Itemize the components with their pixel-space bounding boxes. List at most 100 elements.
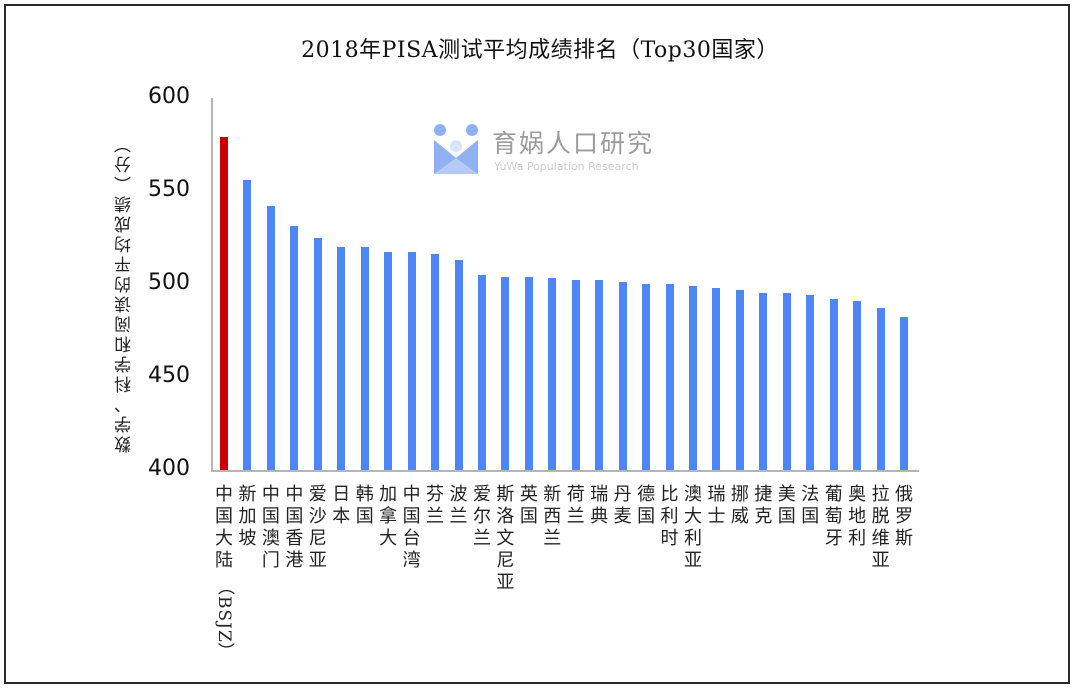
- watermark: 育娲人口研究 YuWa Population Research: [430, 122, 670, 182]
- x-tick-label: 拉脱维亚: [870, 484, 892, 572]
- bar: [853, 300, 862, 470]
- bar: [829, 298, 838, 470]
- y-tick-label: 500: [148, 270, 190, 295]
- x-tick-label: 中国大陆 （BSJZ）: [213, 484, 235, 661]
- bar: [290, 226, 299, 470]
- watermark-subtext: YuWa Population Research: [494, 160, 639, 173]
- x-tick-label-text: 拉脱维亚: [871, 484, 890, 571]
- x-tick-label-text: 英国: [519, 484, 538, 527]
- bar: [689, 285, 697, 470]
- x-tick-label-text: 比利时: [660, 484, 679, 549]
- bar: [337, 246, 346, 470]
- bar: [477, 274, 486, 470]
- y-tick-label: 600: [148, 84, 190, 109]
- bar: [735, 289, 744, 470]
- bar: [360, 246, 369, 470]
- x-tick-label: 荷兰: [565, 484, 587, 528]
- x-tick-label: 日本: [330, 484, 352, 528]
- bar: [266, 205, 275, 470]
- x-tick-label-text: 俄罗斯: [895, 484, 914, 549]
- bar: [712, 287, 721, 470]
- x-tick-label-text: 法国: [801, 484, 820, 527]
- x-tick-label-text: 加拿大: [379, 484, 398, 549]
- bar: [384, 252, 393, 470]
- bar: [876, 308, 885, 470]
- bar: [618, 282, 627, 470]
- bar: [571, 280, 580, 470]
- x-tick-label-text: 中国香港: [285, 484, 304, 571]
- x-tick-label-text: 美国: [777, 484, 796, 527]
- x-tick-label: 瑞典: [588, 484, 610, 528]
- x-tick-label: 丹麦: [612, 484, 634, 528]
- x-tick-label: 波兰: [448, 484, 470, 528]
- x-tick-label-text: 斯洛文尼亚: [496, 484, 515, 593]
- x-tick-label-subtext: （BSJZ）: [214, 578, 234, 661]
- x-tick-label-text: 芬兰: [426, 484, 445, 527]
- x-tick-label: 爱沙尼亚: [307, 484, 329, 572]
- x-tick-label-text: 澳大利亚: [684, 484, 702, 571]
- x-tick-label-text: 爱尔兰: [472, 484, 491, 549]
- bar: [759, 293, 768, 470]
- x-tick-label: 英国: [518, 484, 540, 528]
- y-axis-label: 数学、科学和阅读的平均成绩（分）: [115, 133, 135, 453]
- x-tick-label: 捷克: [752, 484, 774, 528]
- x-tick-label: 澳大利亚: [682, 484, 704, 572]
- x-tick-label: 美国: [776, 484, 798, 528]
- bar: [454, 259, 463, 470]
- bar: [220, 137, 228, 470]
- x-tick-label-text: 新加坡: [238, 484, 257, 549]
- x-tick-label: 新西兰: [541, 484, 563, 550]
- x-tick-label-text: 中国大陆: [215, 484, 233, 571]
- x-tick-label: 新加坡: [236, 484, 258, 550]
- chart-frame: [4, 4, 1070, 684]
- x-tick-label-text: 德国: [637, 484, 656, 527]
- x-tick-label: 中国台湾: [401, 484, 423, 572]
- bar: [313, 237, 322, 470]
- bar: [431, 254, 440, 470]
- bar: [524, 276, 533, 470]
- x-tick-label-text: 奥地利: [848, 484, 867, 549]
- bar: [407, 252, 416, 470]
- y-axis-line: [211, 98, 213, 471]
- bar: [900, 317, 909, 470]
- x-tick-label-text: 葡萄牙: [824, 484, 843, 549]
- x-tick-label: 瑞士: [705, 484, 727, 528]
- x-tick-label-text: 爱沙尼亚: [308, 484, 327, 571]
- x-tick-label: 德国: [635, 484, 657, 528]
- x-tick-label: 比利时: [659, 484, 681, 550]
- x-tick-label: 中国香港: [283, 484, 305, 572]
- x-tick-label: 俄罗斯: [893, 484, 915, 550]
- x-tick-label-text: 波兰: [449, 484, 468, 527]
- x-tick-label: 挪威: [729, 484, 751, 528]
- x-tick-label-text: 捷克: [754, 484, 773, 527]
- x-tick-label: 韩国: [354, 484, 376, 528]
- x-tick-label: 中国澳门: [260, 484, 282, 572]
- y-tick-label: 450: [148, 363, 190, 388]
- bar: [806, 295, 815, 470]
- x-tick-label: 爱尔兰: [471, 484, 493, 550]
- bar: [665, 284, 674, 470]
- bar: [501, 276, 510, 470]
- x-tick-label-text: 日本: [332, 484, 351, 527]
- x-tick-label: 葡萄牙: [823, 484, 845, 550]
- x-tick-label-text: 瑞士: [707, 484, 726, 527]
- x-tick-label: 芬兰: [424, 484, 446, 528]
- yuwa-logo-icon: [434, 124, 478, 174]
- x-tick-label-text: 丹麦: [613, 484, 632, 527]
- x-tick-label: 斯洛文尼亚: [494, 484, 516, 594]
- bar: [782, 293, 791, 470]
- bar: [595, 280, 604, 470]
- x-tick-label-text: 瑞典: [590, 484, 609, 527]
- bar: [243, 179, 252, 470]
- x-tick-label-text: 中国澳门: [261, 484, 280, 571]
- x-tick-label-text: 中国台湾: [402, 484, 421, 571]
- x-tick-label-text: 挪威: [730, 484, 749, 527]
- watermark-text: 育娲人口研究: [492, 129, 655, 158]
- x-tick-label-text: 韩国: [355, 484, 374, 527]
- x-tick-label: 法国: [799, 484, 821, 528]
- x-tick-label-text: 新西兰: [543, 484, 562, 549]
- x-tick-label-text: 荷兰: [566, 484, 585, 527]
- bar: [548, 278, 557, 470]
- chart-title: 2018年PISA测试平均成绩排名（Top30国家）: [301, 38, 779, 63]
- x-tick-label: 加拿大: [377, 484, 399, 550]
